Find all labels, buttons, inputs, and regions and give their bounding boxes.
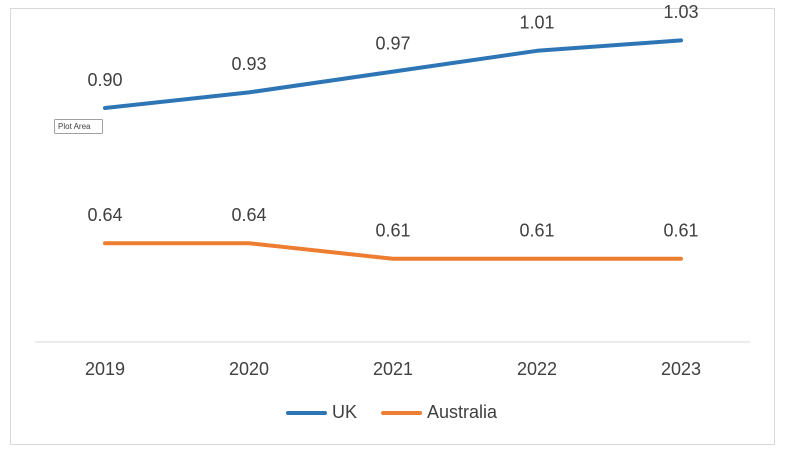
chart-border — [10, 8, 775, 445]
line-series — [103, 38, 683, 110]
data-label: 0.93 — [231, 54, 266, 74]
legend-label: Australia — [427, 402, 498, 422]
data-label: 0.97 — [375, 33, 410, 53]
data-label: 1.01 — [519, 13, 554, 33]
data-label: 0.61 — [375, 221, 410, 241]
data-label: 0.90 — [87, 70, 122, 90]
line-series — [103, 241, 683, 261]
x-tick-label: 2020 — [229, 359, 269, 379]
data-label: 0.64 — [87, 205, 122, 225]
data-label: 0.61 — [663, 221, 698, 241]
tooltip-box — [54, 119, 103, 134]
x-tick-label: 2021 — [373, 359, 413, 379]
x-tick-label: 2019 — [85, 359, 125, 379]
x-tick-label: 2022 — [517, 359, 557, 379]
data-label: 0.61 — [519, 221, 554, 241]
tooltip: Plot Area — [58, 122, 91, 131]
x-tick-label: 2023 — [661, 359, 701, 379]
legend-label: UK — [332, 402, 357, 422]
data-label: 0.64 — [231, 205, 266, 225]
data-label: 1.03 — [663, 2, 698, 22]
